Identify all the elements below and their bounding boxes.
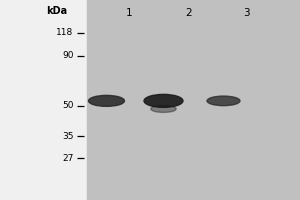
Ellipse shape xyxy=(88,95,124,106)
Text: 35: 35 xyxy=(62,132,74,141)
Bar xyxy=(87,0,300,200)
Text: kDa: kDa xyxy=(46,6,68,16)
Ellipse shape xyxy=(151,105,176,112)
Ellipse shape xyxy=(144,94,183,107)
Text: 50: 50 xyxy=(62,101,74,110)
Ellipse shape xyxy=(207,96,240,106)
Bar xyxy=(0,0,87,200)
Text: 27: 27 xyxy=(62,154,74,163)
Text: 3: 3 xyxy=(243,8,249,18)
Text: 2: 2 xyxy=(186,8,192,18)
Text: 1: 1 xyxy=(126,8,132,18)
Text: 90: 90 xyxy=(62,51,74,60)
Text: 118: 118 xyxy=(56,28,74,37)
